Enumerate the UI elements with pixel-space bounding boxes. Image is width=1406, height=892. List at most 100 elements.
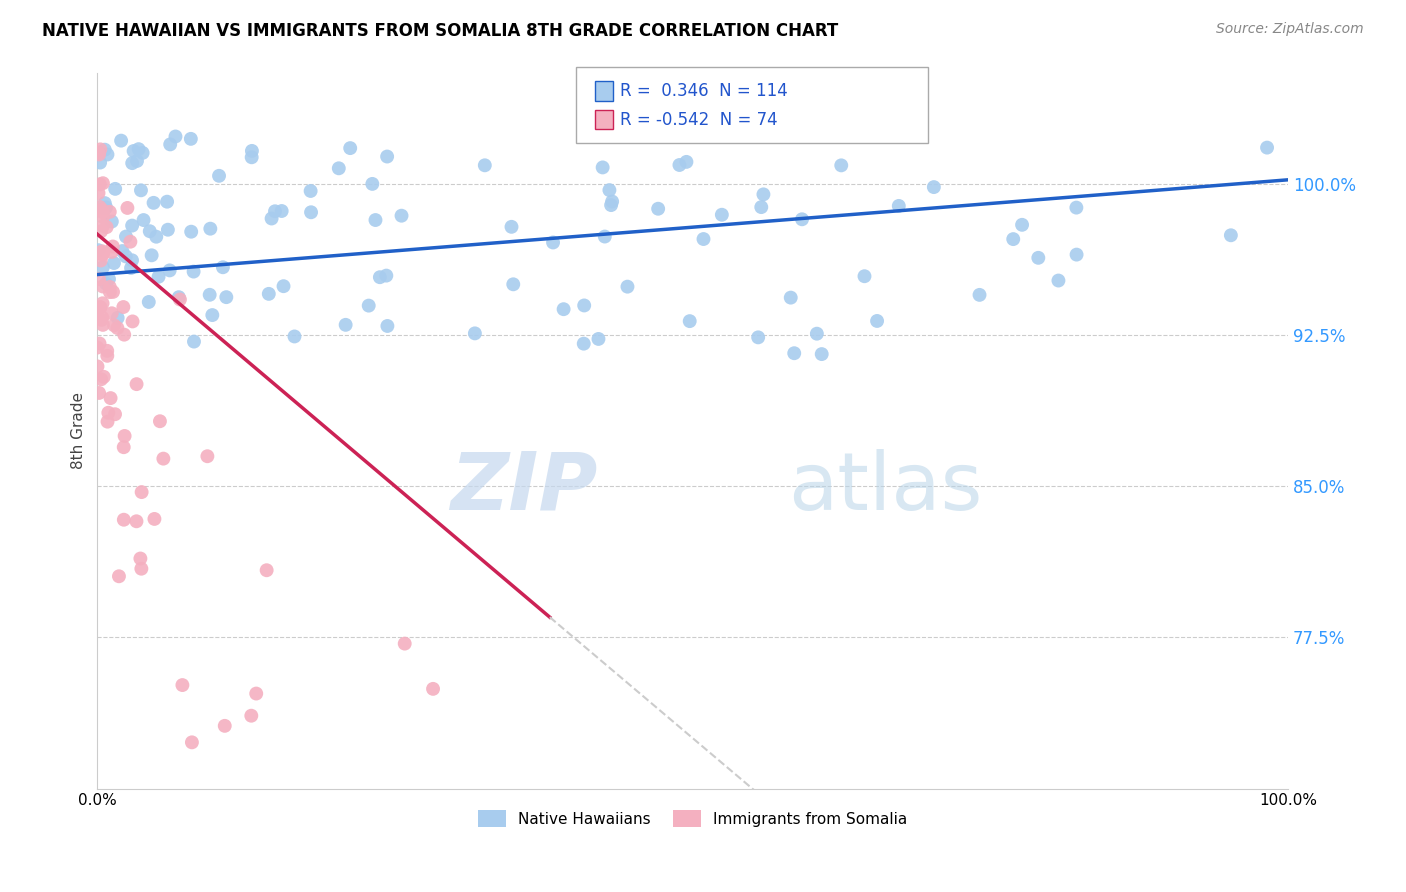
Point [501,219,523,234]
Point [89,301,111,315]
Point [422,681,444,696]
Point [117,201,139,215]
Point [129,183,152,197]
Point [616,279,638,293]
Text: NATIVE HAWAIIAN VS IMMIGRANTS FROM SOMALIA 8TH GRADE CORRELATION CHART: NATIVE HAWAIIAN VS IMMIGRANTS FROM SOMAL… [42,22,838,40]
Point [121,219,143,233]
Y-axis label: 8th Grade: 8th Grade [72,392,86,469]
Point [143,512,166,526]
Point [129,551,152,566]
Point [866,314,889,328]
Point [377,318,399,333]
Point [810,347,832,361]
Point [90,372,112,386]
Point [112,440,135,454]
Point [149,414,172,428]
Point [97,406,120,420]
Point [1002,232,1025,246]
Point [270,204,292,219]
Point [96,220,118,235]
Point [200,221,222,235]
Point [299,184,322,198]
Point [1011,218,1033,232]
Point [115,229,138,244]
Point [180,225,202,239]
Point [121,156,143,170]
Point [104,407,127,421]
Point [101,244,124,259]
Point [668,158,690,172]
Point [368,270,391,285]
Point [91,176,114,190]
Point [91,244,114,259]
Point [1256,140,1278,154]
Legend: Native Hawaiians, Immigrants from Somalia: Native Hawaiians, Immigrants from Somali… [471,803,915,835]
Point [679,314,702,328]
Point [98,205,121,219]
Point [103,318,125,333]
Point [96,147,118,161]
Point [240,708,263,723]
Point [598,183,620,197]
Point [257,286,280,301]
Point [128,142,150,156]
Point [600,198,623,212]
Point [588,332,610,346]
Point [156,223,179,237]
Point [183,334,205,349]
Point [806,326,828,341]
Point [121,253,143,268]
Point [90,224,112,238]
Point [180,132,202,146]
Point [96,343,118,358]
Point [328,161,350,176]
Point [87,147,110,161]
Point [91,205,114,219]
Point [98,272,121,286]
Point [120,235,142,249]
Point [98,280,121,294]
Point [90,253,112,268]
Point [375,149,398,163]
Point [474,158,496,172]
Point [215,290,238,304]
Point [364,213,387,227]
Point [101,306,124,320]
Point [159,137,181,152]
Point [240,144,263,158]
Point [593,229,616,244]
Point [692,232,714,246]
Point [89,155,111,169]
Point [94,201,117,215]
Point [747,330,769,344]
Point [110,134,132,148]
Point [752,187,775,202]
Point [131,145,153,160]
Point [172,678,194,692]
Point [120,260,142,275]
Point [125,153,148,168]
Point [142,195,165,210]
Point [121,314,143,328]
Point [1026,251,1049,265]
Point [111,244,134,258]
Point [108,569,131,583]
Point [107,310,129,325]
Point [273,279,295,293]
Point [201,308,224,322]
Point [749,200,772,214]
Point [101,285,124,299]
Point [87,186,110,200]
Point [464,326,486,341]
Point [339,141,361,155]
Point [91,279,114,293]
Point [335,318,357,332]
Point [125,514,148,528]
Point [132,213,155,227]
Point [131,485,153,500]
Point [167,290,190,304]
Point [198,287,221,301]
Point [675,154,697,169]
Point [89,300,111,314]
Point [156,194,179,209]
